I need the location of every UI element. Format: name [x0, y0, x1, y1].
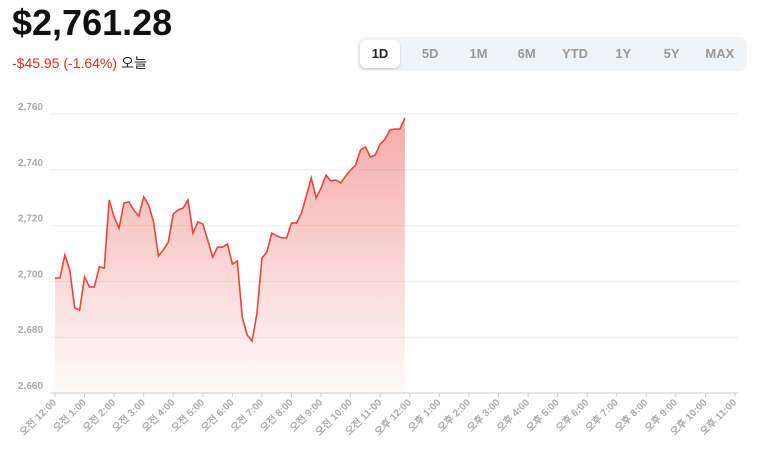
range-button[interactable]: 1D — [360, 40, 400, 68]
change-row: -$45.95 (-1.64%) 오늘 — [12, 53, 147, 73]
x-tick-label: 오전 12:00 — [17, 396, 60, 439]
range-selector: 1D 5D 1M 6M YTD 1Y 5Y MAX — [357, 37, 747, 71]
period: 오늘 — [121, 55, 147, 71]
y-tick-label: 2,680 — [18, 325, 43, 336]
y-tick-label: 2,760 — [18, 102, 43, 113]
range-button[interactable]: 1M — [469, 46, 488, 61]
range-button[interactable]: 5Y — [663, 46, 680, 61]
price: $2,761.28 — [12, 2, 173, 43]
y-tick-label: 2,720 — [18, 214, 43, 225]
y-tick-label: 2,660 — [18, 381, 43, 392]
range-button[interactable]: MAX — [705, 46, 735, 61]
y-tick-label: 2,700 — [18, 269, 43, 280]
range-button[interactable]: YTD — [561, 46, 588, 61]
range-button[interactable]: 5D — [421, 46, 439, 61]
change: -$45.95 (-1.64%) — [12, 55, 118, 71]
range-button[interactable]: 1Y — [615, 46, 632, 61]
y-tick-label: 2,740 — [18, 158, 43, 169]
price-line — [55, 117, 406, 343]
range-button[interactable]: 6M — [517, 46, 536, 61]
